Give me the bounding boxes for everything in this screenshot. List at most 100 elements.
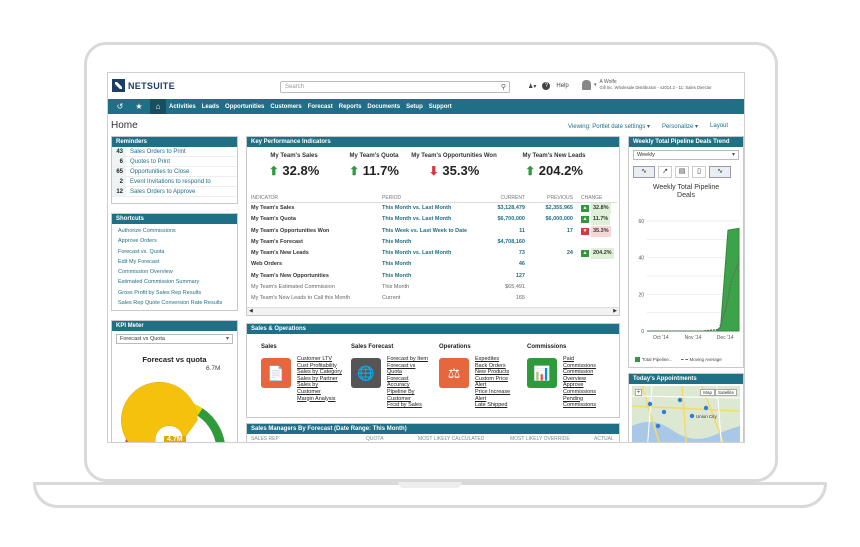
area-chart-icon[interactable]: ∿ [633,166,655,178]
kpi-current[interactable]: 165 [515,295,525,302]
nav-reports[interactable]: Reports [338,103,362,110]
kpi-current[interactable]: 11 [519,227,525,234]
sales-ops-link[interactable]: Pipeline By [387,388,415,395]
kpi-previous[interactable]: $6,000,000 [545,216,573,223]
forecast-globe-icon[interactable]: 🌐 [351,358,381,388]
sales-ops-link[interactable]: Forecast [387,375,409,382]
nav-setup[interactable]: Setup [406,103,423,110]
kpi-scrollbar[interactable]: ◀ ▶ [247,307,619,315]
star-icon[interactable]: ★ [135,102,143,111]
sales-ops-link[interactable]: Commissions [563,388,597,395]
reminder-item[interactable]: 43 Sales Orders to Print [112,147,237,157]
reminder-item[interactable]: 2 Event Invitations to respond to [112,177,237,187]
people-icon[interactable]: ♟▾ [528,83,537,90]
kpi-previous[interactable]: $2,355,965 [545,205,573,211]
nav-forecast[interactable]: Forecast [307,103,333,110]
kpi-current[interactable]: 46 [518,261,525,268]
sales-ops-link[interactable]: Commissions [563,362,597,369]
shortcut-link[interactable]: Gross Profit by Sales Rep Results [118,289,202,296]
sales-ops-link[interactable]: Custom Price [475,375,509,382]
kpi-previous[interactable] [525,259,573,270]
scroll-right-icon[interactable]: ▶ [613,308,617,314]
sales-ops-link[interactable]: Sales by Category [297,369,342,376]
sales-ops-link[interactable]: Back Orders [475,362,506,369]
kpi-current[interactable]: 127 [515,272,525,279]
kpi-current[interactable]: $65,491 [505,284,525,291]
kpi-previous[interactable]: 17 [566,227,573,234]
sales-ops-link[interactable]: Frcst by Sales [387,402,422,409]
user-menu[interactable]: ▾ A Wolfe Gill Inc. Wholesale Distributi… [582,79,712,91]
reminder-item[interactable]: 12 Sales Orders to Approve [112,187,237,197]
sales-ops-link[interactable]: Price Increase [475,388,511,395]
shortcut-link[interactable]: Edit My Forecast [118,258,160,265]
kpi-indicator[interactable]: My Team's New Leads to Call this Month [251,295,351,302]
kpi-current[interactable]: $3,128,479 [497,205,525,211]
sales-ops-link[interactable]: Margin Analysis [297,395,336,402]
sales-ops-link[interactable]: Overview [563,375,586,382]
scroll-left-icon[interactable]: ◀ [249,308,253,314]
personalize-dropdown[interactable]: Personalize ▾ [662,123,698,130]
kpi-previous[interactable] [525,271,573,282]
sales-ops-link[interactable]: Approve [563,382,584,389]
kpi-indicator[interactable]: My Team's Forecast [251,238,303,245]
sales-ops-link[interactable]: Expedites [475,356,500,362]
sales-ops-link[interactable]: Customer LTV [297,356,333,362]
kpi-indicator[interactable]: My Team's Sales [251,205,295,211]
pipeline-period-select[interactable]: Weekly ▾ [633,150,739,160]
sales-ops-link[interactable]: Forecast vs [387,362,416,369]
sales-ops-link[interactable]: Commission [563,369,594,376]
layout-link[interactable]: Layout [710,123,729,129]
sales-ops-link[interactable]: Alert [475,382,487,389]
reminder-item[interactable]: 6 Quotes to Print [112,157,237,167]
kpi-indicator[interactable]: My Team's Estimated Commission [251,284,335,291]
shortcut-link[interactable]: Sales Rep Quote Conversion Rate Results [118,300,223,307]
kpi-previous[interactable] [525,237,573,248]
kpi-previous[interactable] [525,282,573,293]
search-icon[interactable]: ⚲ [500,84,506,91]
kpi-meter-select[interactable]: Forecast vs Quota ▾ [116,334,233,344]
reminder-item[interactable]: 65 Opportunities to Close [112,167,237,177]
nav-leads[interactable]: Leads [201,103,220,110]
sales-ops-link[interactable]: Customer [297,388,321,395]
line-chart-icon[interactable]: ↗ [658,166,672,178]
sales-ops-link[interactable]: Accuracy [387,382,410,389]
recent-icon[interactable]: ↺ [116,102,124,111]
sales-ops-link[interactable]: Pending [563,395,584,402]
logo[interactable]: NETSUITE [112,79,175,92]
kpi-indicator[interactable]: My Team's Quota [251,216,296,223]
sales-ops-link[interactable]: Commissions [563,402,597,409]
nav-customers[interactable]: Customers [270,103,302,110]
sales-ops-link[interactable]: Forecast by Item [387,356,428,362]
sales-ops-link[interactable]: Quota [387,369,402,376]
kpi-current[interactable]: $6,700,000 [497,216,525,223]
commissions-chart-icon[interactable]: 📊 [527,358,557,388]
shortcut-link[interactable]: Commission Overview [118,269,173,276]
bar-chart-icon[interactable]: ▤ [675,166,689,178]
sales-ops-link[interactable]: New Products [475,369,510,376]
kpi-current[interactable]: 73 [518,250,525,257]
search-input[interactable]: Search ⚲ [280,81,510,93]
nav-activities[interactable]: Activities [169,103,196,110]
nav-support[interactable]: Support [428,103,452,110]
viewing-dropdown[interactable]: Viewing: Portlet date settings ▾ [568,123,650,130]
shortcut-link[interactable]: Estimated Commission Summary [118,279,200,286]
shortcut-link[interactable]: Authorize Commissions [118,228,176,234]
kpi-indicator[interactable]: My Team's New Leads [251,250,309,257]
sales-ops-link[interactable]: Cust Profitability [297,362,337,369]
kpi-indicator[interactable]: My Team's Opportunities Won [251,227,330,234]
column-chart-icon[interactable]: ▯ [692,166,706,178]
nav-opportunities[interactable]: Opportunities [225,103,265,110]
sales-ops-link[interactable]: Customer [387,395,411,402]
sales-ops-link[interactable]: Sales by [297,382,319,389]
kpi-indicator[interactable]: Web Orders [251,261,283,268]
help-link[interactable]: Help [556,83,569,89]
kpi-indicator[interactable]: My Team's New Opportunities [251,272,329,279]
sales-report-icon[interactable]: 📄 [261,358,291,388]
shortcut-link[interactable]: Approve Orders [118,238,157,245]
zoom-in-icon[interactable]: + [635,389,642,396]
shortcut-link[interactable]: Forecast vs. Quota [118,248,165,255]
appointments-map[interactable]: Map Satellite Union City + [632,386,740,442]
map-button[interactable]: Map [700,389,715,396]
nav-documents[interactable]: Documents [367,103,401,110]
sales-ops-link[interactable]: Alert [475,395,487,402]
